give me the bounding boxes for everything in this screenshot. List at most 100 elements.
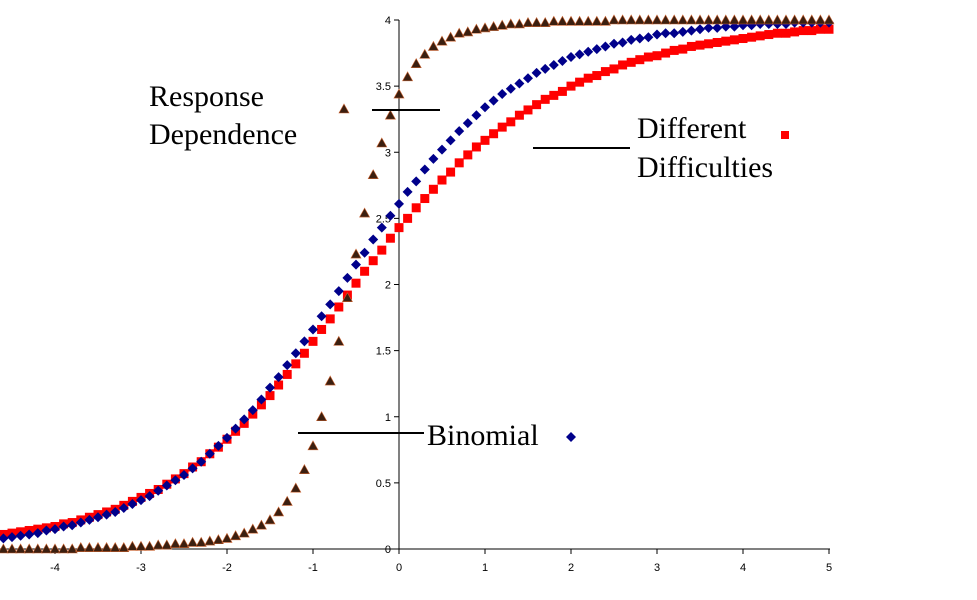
data-point (178, 538, 190, 549)
data-point (626, 57, 636, 67)
data-point (15, 543, 27, 554)
data-point (599, 15, 611, 26)
data-point (307, 440, 319, 451)
data-point (539, 17, 551, 27)
data-point (470, 23, 482, 34)
data-point (367, 169, 379, 180)
data-point (591, 15, 603, 26)
data-point (446, 167, 456, 177)
data-point (764, 30, 774, 40)
data-point (540, 63, 551, 74)
data-point (196, 456, 207, 467)
data-point (333, 286, 344, 297)
data-point (686, 41, 696, 51)
data-point (83, 542, 95, 552)
data-point (394, 223, 404, 233)
data-point (668, 14, 680, 25)
data-point (677, 26, 688, 37)
data-point (247, 523, 259, 534)
data-point (350, 248, 362, 259)
data-point (566, 52, 576, 63)
x-tick-label: 0 (396, 562, 402, 574)
data-point (703, 22, 714, 33)
data-point (549, 90, 559, 100)
data-point (273, 506, 285, 517)
data-point (40, 543, 52, 554)
data-point (274, 380, 284, 390)
data-point (669, 28, 680, 39)
data-point (763, 14, 775, 25)
data-point (187, 463, 198, 474)
data-point (204, 535, 216, 546)
data-point (798, 26, 808, 36)
data-point (712, 22, 723, 33)
data-point (290, 482, 302, 493)
data-point (368, 256, 378, 266)
data-point (591, 44, 602, 55)
data-point (454, 126, 465, 137)
annotation-response-line2: Dependence (149, 118, 297, 151)
data-point (677, 14, 689, 25)
data-point (685, 14, 697, 25)
annotation-different-line1: Different (637, 112, 747, 145)
data-point (427, 40, 439, 51)
data-point (32, 528, 43, 539)
data-point (324, 375, 336, 386)
data-point (592, 71, 602, 81)
legend-key-binomial-diamond (566, 432, 576, 442)
data-point (634, 14, 646, 25)
data-point (514, 110, 524, 120)
legend-key-different-square (781, 131, 789, 139)
data-point (428, 153, 439, 164)
series-layer (0, 14, 835, 554)
data-point (144, 491, 155, 502)
legend-key-response-triangle (338, 103, 350, 114)
data-point (221, 532, 233, 543)
data-point (574, 49, 585, 60)
data-point (454, 158, 464, 168)
data-point (436, 35, 448, 46)
data-point (101, 542, 113, 552)
data-point (540, 94, 550, 104)
data-point (780, 14, 792, 25)
data-point (445, 135, 456, 146)
axes (0, 20, 830, 550)
data-point (152, 539, 164, 550)
annotations: Response Dependence Different Difficulti… (149, 80, 789, 452)
data-point (695, 24, 705, 35)
data-point (7, 532, 17, 543)
data-point (212, 534, 224, 545)
data-point (58, 543, 70, 554)
series-triangle (0, 14, 835, 554)
data-point (394, 198, 404, 209)
data-point (290, 348, 301, 359)
data-point (695, 40, 705, 50)
data-point (453, 27, 465, 38)
data-point (523, 73, 533, 84)
data-point (204, 448, 215, 459)
data-point (213, 440, 224, 451)
y-tick-label: 0 (385, 544, 391, 556)
data-point (385, 210, 396, 221)
data-point (325, 314, 335, 324)
data-point (488, 20, 500, 31)
data-point (694, 14, 706, 25)
data-point (393, 88, 405, 99)
y-tick-label: 3 (385, 147, 391, 159)
data-point (316, 311, 327, 322)
data-point (265, 391, 275, 401)
data-point (506, 117, 516, 127)
y-tick-label: 3.5 (376, 81, 391, 93)
data-point (118, 503, 129, 514)
data-point (790, 27, 800, 37)
data-point (608, 14, 620, 25)
data-point (118, 542, 130, 552)
data-point (462, 118, 473, 129)
data-point (316, 411, 328, 422)
data-point (376, 222, 387, 233)
data-point (617, 14, 629, 25)
data-point (522, 17, 534, 27)
data-point (333, 335, 345, 346)
data-point (565, 15, 577, 26)
data-point (797, 14, 809, 25)
